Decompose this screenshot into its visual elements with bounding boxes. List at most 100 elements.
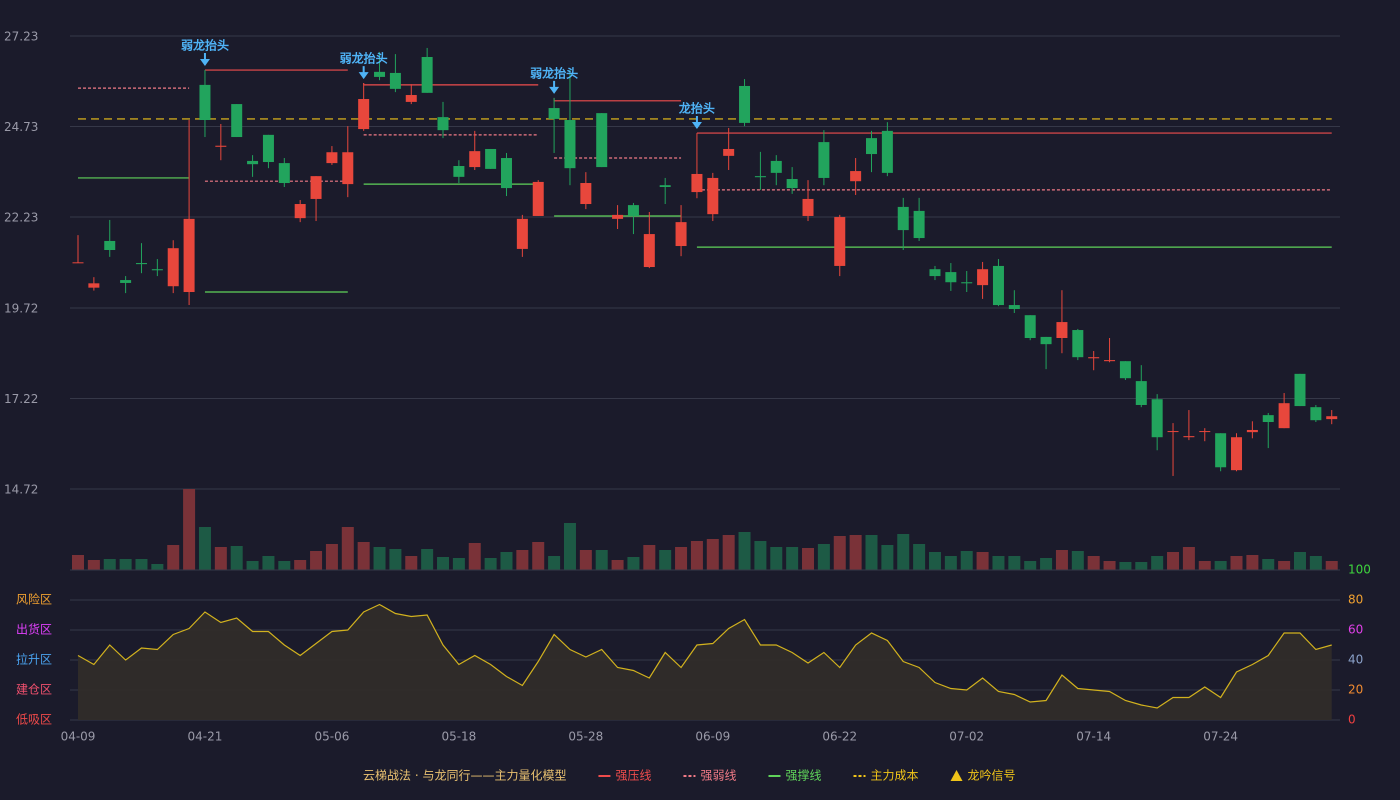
volume-bar bbox=[1055, 550, 1068, 570]
signal-label: 弱龙抬头 bbox=[181, 38, 229, 53]
volume-bar bbox=[1008, 556, 1021, 570]
candle-body bbox=[88, 283, 100, 288]
volume-bar bbox=[119, 559, 132, 570]
volume-bar bbox=[1087, 556, 1100, 570]
y-tick-label: 24.73 bbox=[4, 120, 38, 134]
candle-body bbox=[135, 263, 147, 265]
y2-tick-label: 0 bbox=[1348, 713, 1356, 727]
y2-tick-label: 60 bbox=[1348, 623, 1363, 637]
signal-label: 弱龙抬头 bbox=[340, 51, 388, 66]
x-tick-label: 07-14 bbox=[1076, 730, 1111, 744]
volume-bar bbox=[1182, 547, 1195, 570]
candle-body bbox=[120, 280, 132, 283]
candle-body bbox=[770, 160, 782, 173]
candle-body bbox=[247, 160, 259, 165]
legend-label: 龙吟信号 bbox=[968, 768, 1016, 783]
candle-body bbox=[516, 218, 528, 249]
candle-body bbox=[1056, 322, 1068, 338]
candle-body bbox=[723, 148, 735, 156]
signal-arrow bbox=[358, 66, 369, 80]
candle-body bbox=[897, 206, 909, 231]
volume-bar bbox=[246, 561, 259, 570]
candle-body bbox=[262, 134, 274, 163]
zone-label: 风险区 bbox=[16, 592, 52, 607]
candle-body bbox=[1231, 437, 1243, 471]
volume-bar bbox=[881, 545, 894, 570]
candle-body bbox=[1167, 431, 1179, 433]
candle-body bbox=[167, 248, 179, 287]
y-tick-label: 17.22 bbox=[4, 392, 38, 406]
volume-bar bbox=[214, 547, 227, 570]
volume-bar bbox=[1071, 551, 1084, 570]
candle-body bbox=[104, 240, 116, 251]
candle-body bbox=[818, 142, 830, 178]
volume-bar bbox=[452, 558, 465, 570]
volume-bar bbox=[198, 527, 211, 570]
signal-label: 弱龙抬头 bbox=[530, 65, 578, 80]
candle-body bbox=[596, 113, 608, 168]
legend-label: 强撑线 bbox=[785, 768, 821, 783]
candle-body bbox=[294, 204, 306, 219]
x-tick-label: 06-22 bbox=[822, 730, 857, 744]
signal-arrow bbox=[691, 116, 702, 130]
volume-bar bbox=[548, 556, 561, 570]
candle-body bbox=[1151, 399, 1163, 438]
volume-bar bbox=[1119, 562, 1132, 570]
candle-body bbox=[691, 173, 703, 193]
volume-bar bbox=[1246, 555, 1259, 570]
x-tick-label: 05-18 bbox=[441, 730, 476, 744]
volume-bar bbox=[1214, 561, 1227, 570]
volume-bar bbox=[706, 539, 719, 570]
legend-symbol bbox=[950, 770, 963, 781]
candle-body bbox=[532, 181, 544, 216]
x-tick-label: 04-09 bbox=[61, 730, 96, 744]
volume-bar bbox=[992, 556, 1005, 570]
volume-bar bbox=[1262, 559, 1275, 570]
volume-bar bbox=[151, 564, 164, 570]
candle-body bbox=[754, 176, 766, 178]
candle-body bbox=[786, 179, 798, 189]
volume-bar bbox=[325, 544, 338, 570]
candle-body bbox=[627, 205, 639, 216]
candle-body bbox=[389, 72, 401, 89]
candle-body bbox=[1008, 305, 1020, 310]
y-tick-label: 22.23 bbox=[4, 211, 38, 225]
candle-body bbox=[405, 95, 417, 102]
volume-bar bbox=[373, 547, 386, 570]
volume-bar bbox=[1230, 556, 1243, 570]
volume-bar bbox=[786, 547, 799, 570]
volume-bar bbox=[1325, 561, 1338, 570]
volume-bar bbox=[1151, 556, 1164, 570]
volume-bar bbox=[659, 550, 672, 570]
candle-body bbox=[675, 222, 687, 247]
candle-body bbox=[326, 152, 338, 164]
volume-bar bbox=[1103, 561, 1116, 570]
legend-label: 强弱线 bbox=[700, 769, 736, 783]
candle-body bbox=[548, 108, 560, 119]
volume-bar bbox=[960, 551, 973, 570]
candle-body bbox=[707, 177, 719, 215]
volume-bar bbox=[611, 560, 624, 570]
volume-bar bbox=[944, 556, 957, 570]
candle-body bbox=[342, 152, 354, 185]
volume-bar bbox=[690, 541, 703, 570]
x-tick-label: 05-28 bbox=[568, 730, 603, 744]
candle-body bbox=[866, 138, 877, 155]
volume-bar bbox=[675, 547, 688, 570]
volume-bar bbox=[1167, 552, 1180, 570]
volume-bar bbox=[167, 545, 180, 570]
volume-bar bbox=[928, 552, 941, 570]
y2-tick-label: 100 bbox=[1348, 563, 1371, 577]
candle-body bbox=[739, 85, 751, 123]
volume-bar bbox=[357, 542, 370, 570]
candle-body bbox=[1072, 330, 1084, 358]
volume-bar bbox=[516, 550, 529, 570]
y2-tick-label: 40 bbox=[1348, 653, 1363, 667]
candle-body bbox=[612, 214, 624, 219]
candle-body bbox=[1088, 357, 1100, 359]
candle-body bbox=[643, 234, 655, 268]
volume-bar bbox=[468, 543, 481, 570]
candle-body bbox=[834, 217, 846, 266]
